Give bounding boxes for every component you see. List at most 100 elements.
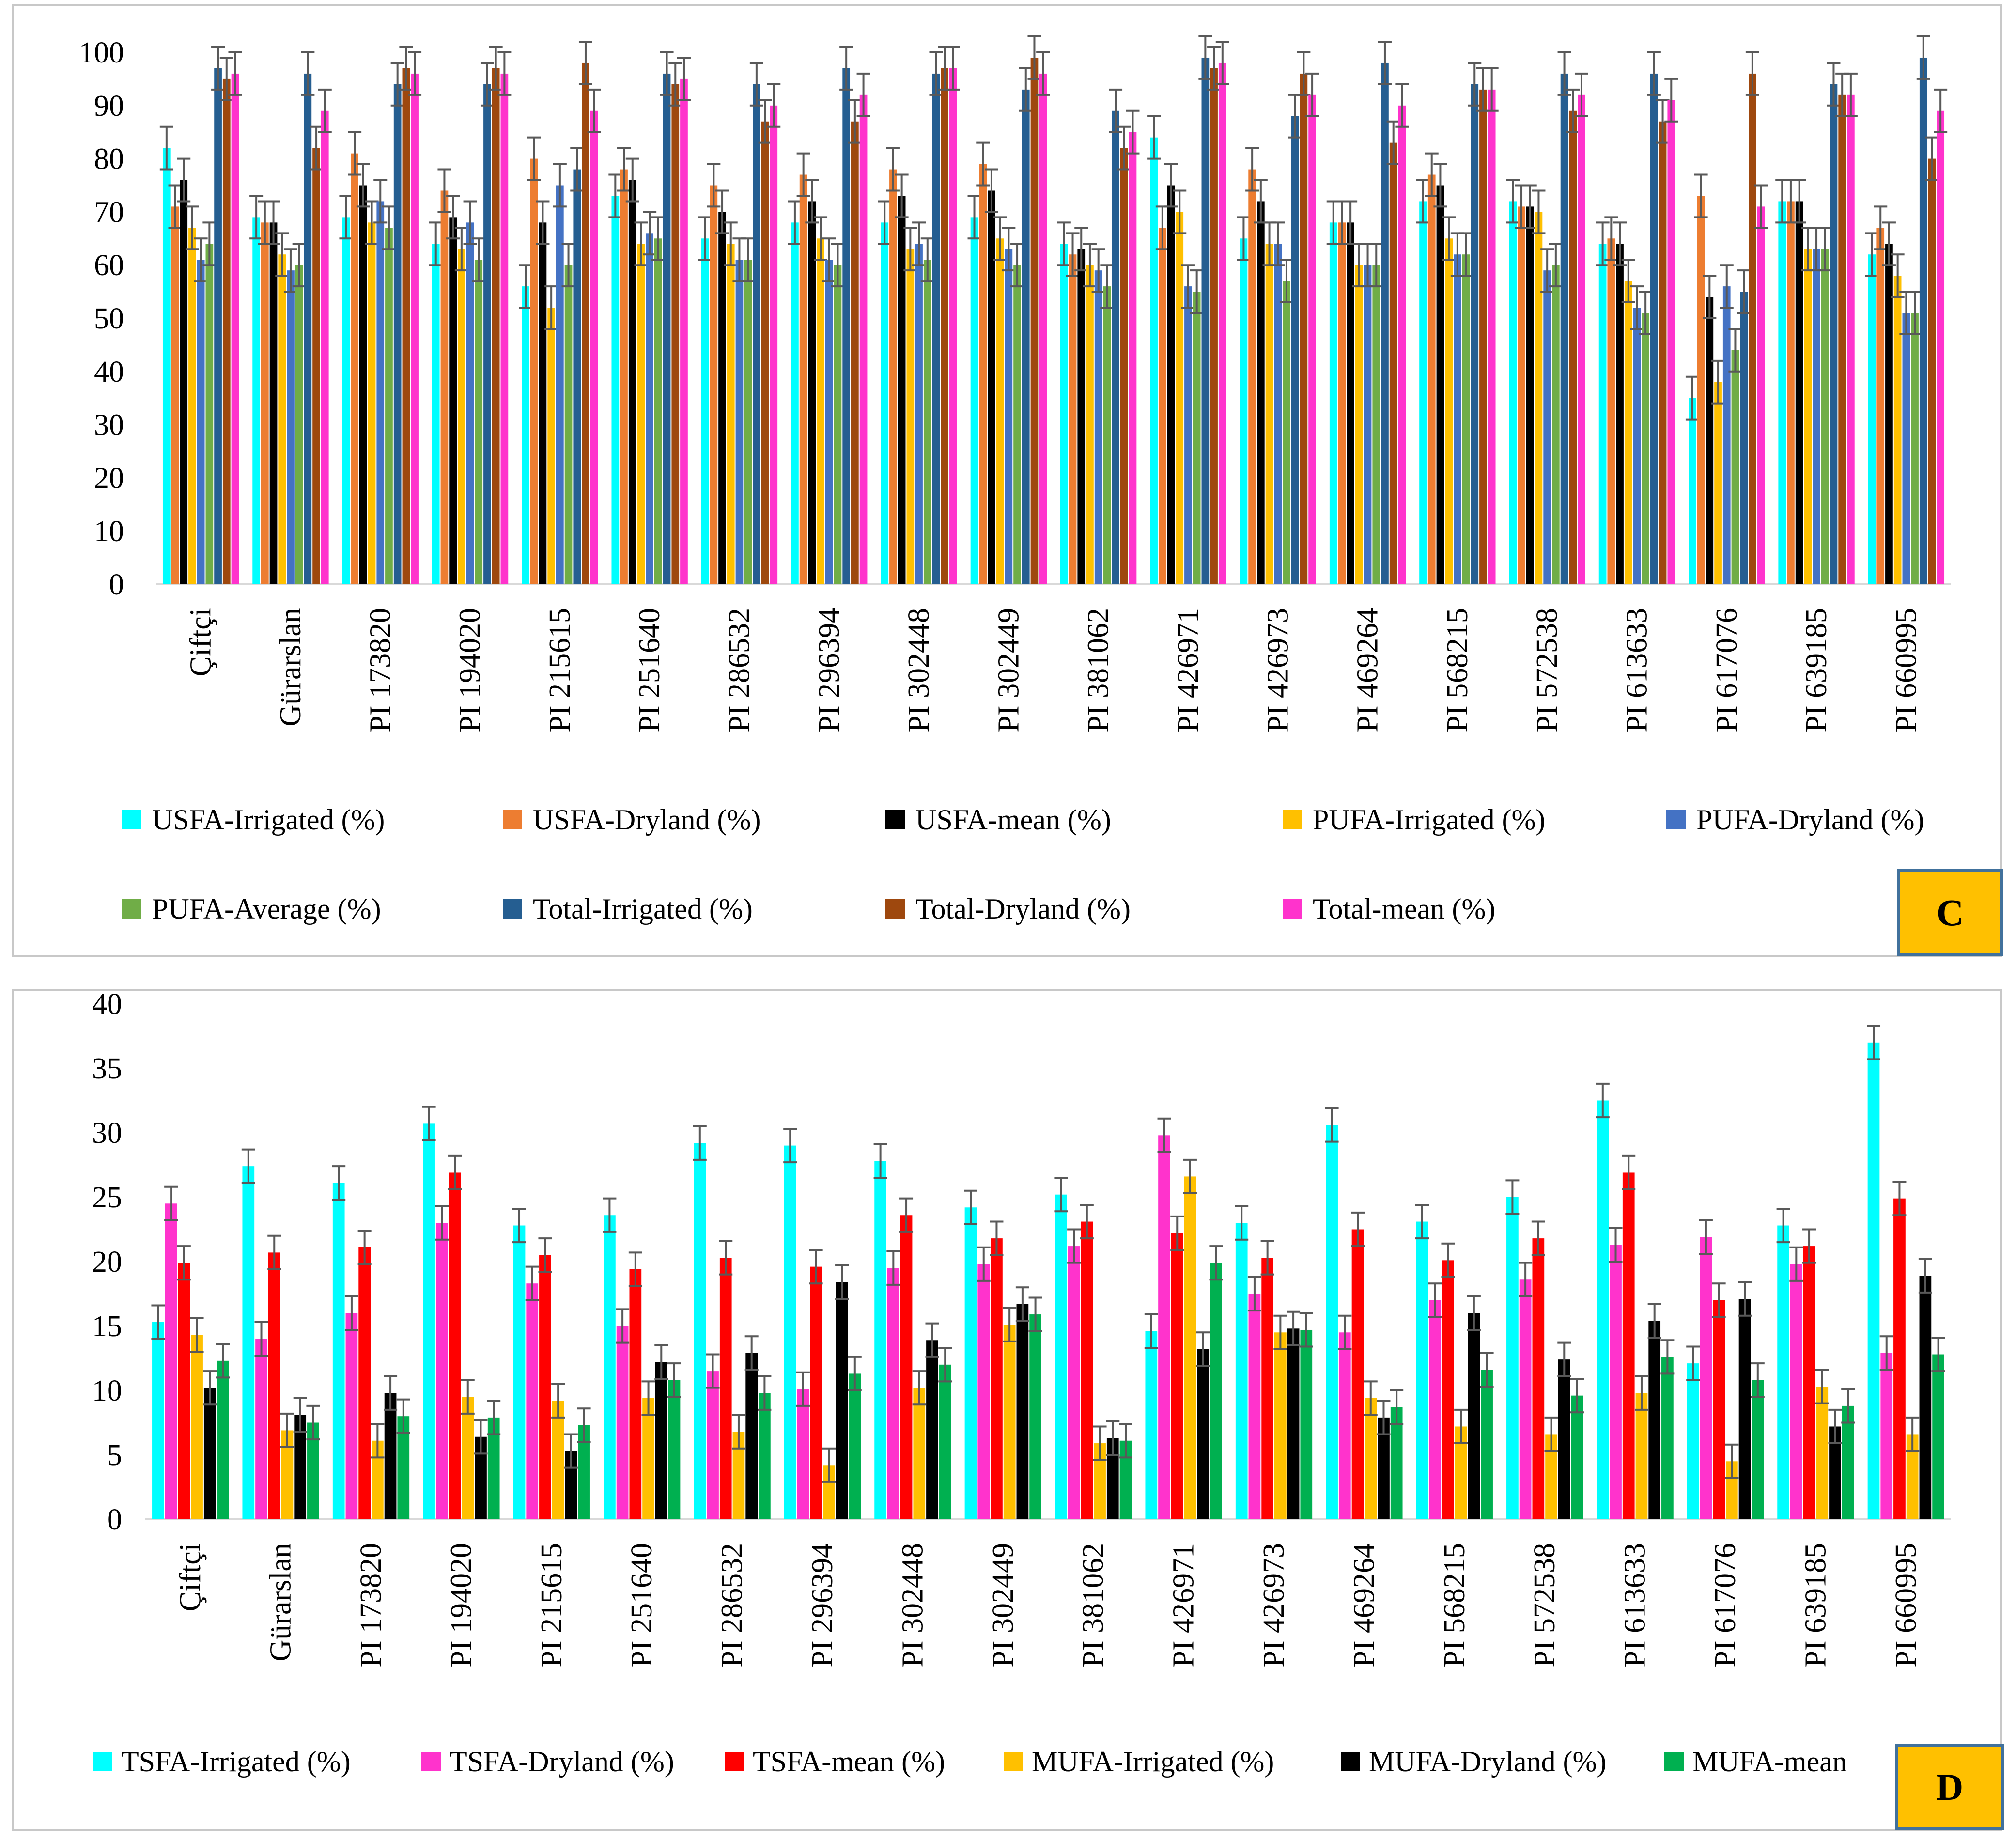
chart-c-bar (1804, 249, 1812, 584)
chart-c-category-label: PI 381062 (1082, 608, 1115, 733)
chart-d-bar (1661, 1357, 1674, 1519)
chart-c-bar (1937, 110, 1945, 584)
chart-c-legend-swatch (122, 810, 141, 829)
chart-d-bar (332, 1183, 345, 1519)
chart-d-category-label: PI 426971 (1167, 1543, 1200, 1668)
chart-c-bar (1022, 89, 1030, 585)
chart-c-bar (582, 62, 589, 585)
chart-d-bar (1338, 1332, 1351, 1519)
chart-c-bar (1813, 249, 1820, 584)
chart-d-bar (913, 1388, 926, 1519)
chart-d-bar (759, 1393, 771, 1519)
chart-c-bar (941, 68, 949, 585)
chart-c-category-label: PI 469264 (1351, 608, 1384, 733)
chart-c-bar (1607, 238, 1615, 584)
chart-c-bar (197, 260, 205, 584)
chart-c-legend-label: Total-Irrigated (%) (533, 893, 753, 925)
chart-c-bar (530, 158, 538, 585)
chart-c-bar (1256, 201, 1265, 584)
chart-c-bar (1274, 244, 1282, 584)
chart-c-bar (1347, 222, 1354, 584)
chart-d-bar (1351, 1229, 1364, 1519)
chart-d-y-tick-label: 5 (107, 1439, 122, 1472)
chart-c-bar (1291, 116, 1299, 584)
chart-c-bar (321, 110, 329, 584)
chart-d-legend-label: TSFA-Irrigated (%) (121, 1746, 351, 1778)
chart-d-bar (616, 1326, 629, 1519)
chart-c-bar (522, 286, 529, 584)
chart-c-bar (1616, 244, 1624, 584)
chart-c-bar (1560, 73, 1568, 584)
chart-c-legend-swatch (122, 899, 141, 919)
chart-c-bar (1427, 174, 1436, 584)
chart-d-bar (1752, 1380, 1764, 1519)
chart-c-bar (727, 244, 735, 584)
chart-c-bar (1569, 110, 1577, 584)
chart-d-category-label: PI 639185 (1799, 1543, 1832, 1668)
chart-d-bar (810, 1266, 822, 1519)
chart-c-bar (1578, 94, 1585, 585)
chart-c-y-tick-label: 50 (94, 302, 124, 335)
chart-c-bar (744, 260, 752, 584)
chart-c-category-label: Gürarslan (274, 608, 307, 726)
chart-c-bar (923, 260, 931, 584)
chart-d-legend-swatch (93, 1752, 112, 1771)
chart-c-bar (1471, 84, 1479, 584)
chart-c-y-tick-label: 40 (94, 356, 124, 389)
chart-c-bar (1193, 292, 1201, 584)
chart-d-bar (1081, 1221, 1093, 1519)
chart-c-bar (1731, 350, 1739, 584)
chart-c-bar (620, 169, 628, 584)
chart-c-bar (1821, 249, 1829, 584)
chart-c-bar (287, 270, 295, 584)
chart-c-bar (970, 217, 978, 584)
chart-c-bar (411, 73, 419, 584)
chart-c-bar (1885, 244, 1893, 584)
chart-c-bar (834, 265, 842, 584)
chart-d-bar (1571, 1395, 1583, 1519)
chart-d-bar (977, 1264, 990, 1519)
chart-c-bar (1722, 286, 1731, 584)
chart-d-bar (655, 1362, 667, 1519)
chart-c-y-tick-label: 70 (94, 196, 124, 229)
chart-d-bar (991, 1238, 1003, 1519)
chart-c-y-tick-label: 30 (94, 409, 124, 442)
chart-c-bar (1868, 254, 1876, 584)
chart-c-bar (1112, 110, 1119, 584)
chart-c-legend-swatch (885, 810, 905, 829)
chart-c-category-label: PI 302448 (902, 608, 935, 733)
chart-d-category-label: PI 286532 (716, 1543, 749, 1668)
chart-c-bar (710, 185, 718, 584)
chart-d-bar (1803, 1246, 1815, 1519)
chart-d-y-tick-label: 30 (92, 1117, 122, 1150)
chart-c-bar (611, 196, 620, 585)
chart-d-bar (1893, 1198, 1906, 1519)
chart-c-bar (269, 222, 278, 584)
chart-c-bar (680, 78, 688, 584)
chart-d-bar (1068, 1246, 1080, 1519)
chart-c-bar (359, 185, 367, 584)
chart-d-category-label: PI 617076 (1709, 1543, 1742, 1668)
chart-c-bar (1453, 254, 1461, 584)
chart-c-category-label: PI 613633 (1620, 608, 1653, 733)
chart-d-bar (1777, 1225, 1789, 1519)
chart-d-bar (552, 1401, 564, 1519)
chart-c-bar (1069, 254, 1077, 584)
panel-label-c: C (1897, 869, 2003, 956)
chart-c-bar (881, 222, 889, 584)
chart-c-bar (1265, 244, 1273, 584)
chart-c-bar (205, 244, 214, 584)
chart-c-bar (1706, 297, 1714, 584)
chart-c-bar (1150, 137, 1158, 584)
chart-c-bar (1659, 121, 1667, 585)
chart-c-bar (770, 105, 778, 585)
chart-c-category-label: PI 426973 (1261, 608, 1294, 733)
chart-d-category-label: PI 215615 (535, 1543, 568, 1668)
chart-c-y-tick-label: 10 (94, 515, 124, 548)
chart-c-bar (180, 180, 188, 584)
chart-c-bar (376, 201, 385, 584)
chart-d-bar (1416, 1221, 1428, 1519)
chart-c-bar (915, 244, 923, 584)
chart-c-category-label: PI 617076 (1710, 608, 1743, 733)
chart-c-bar (808, 201, 816, 584)
